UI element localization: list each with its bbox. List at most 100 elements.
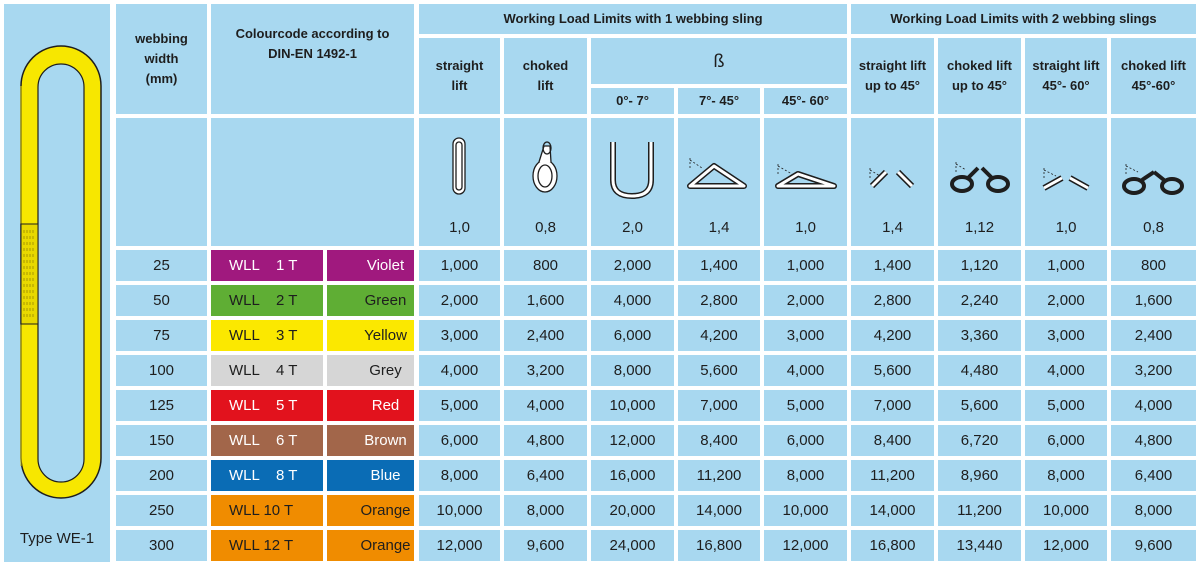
load-value-cell: 5,600 [938,390,1021,421]
load-value-cell: 13,440 [938,530,1021,561]
load-value-cell: 10,000 [1025,495,1107,526]
load-value-cell: 6,720 [938,425,1021,456]
load-value-cell: 2,000 [764,285,847,316]
load-value-cell: 11,200 [938,495,1021,526]
load-value-cell: 12,000 [1025,530,1107,561]
load-value-cell: 4,000 [1111,390,1196,421]
header-wll-two-slings: Working Load Limits with 2 webbing sling… [851,4,1196,34]
load-value-cell: 8,960 [938,460,1021,491]
header-choked-lift: choked lift [504,38,587,114]
load-value-cell: 5,600 [851,355,934,386]
load-value-cell: 24,000 [591,530,674,561]
load-value-cell: 4,000 [591,285,674,316]
load-value-cell: 2,240 [938,285,1021,316]
load-value-cell: 11,200 [851,460,934,491]
load-value-cell: 9,600 [1111,530,1196,561]
webbing-width-cell: 100 [116,355,207,386]
webbing-width-cell: 50 [116,285,207,316]
load-value-cell: 16,800 [851,530,934,561]
header-straight-lift: straight lift [419,38,500,114]
webbing-width-cell: 200 [116,460,207,491]
colour-name-cell: Brown [327,425,414,456]
load-value-cell: 4,000 [419,355,500,386]
load-value-cell: 2,800 [678,285,760,316]
load-value-cell: 1,000 [419,250,500,281]
header-straight-45: straight lift up to 45° [851,38,934,114]
wll-label-cell: WLL 10 T [211,495,323,526]
load-value-cell: 8,000 [764,460,847,491]
load-value-cell: 3,200 [1111,355,1196,386]
load-value-cell: 4,000 [1025,355,1107,386]
load-factor-3: 1,4 [678,118,760,246]
header-angle-0-7: 0°- 7° [591,88,674,114]
load-value-cell: 10,000 [764,495,847,526]
webbing-sling-icon [20,45,102,499]
load-factor-1: 0,8 [504,118,587,246]
header-wll-one-sling: Working Load Limits with 1 webbing sling [419,4,847,34]
load-value-cell: 1,600 [504,285,587,316]
load-value-cell: 3,000 [1025,320,1107,351]
header-webbing-width: webbing width (mm) [116,4,207,114]
load-value-cell: 800 [504,250,587,281]
colour-name-cell: Red [327,390,414,421]
load-value-cell: 9,600 [504,530,587,561]
colour-name-cell: Grey [327,355,414,386]
load-value-cell: 3,000 [419,320,500,351]
colour-name-cell: Violet [327,250,414,281]
load-value-cell: 7,000 [678,390,760,421]
load-factor-5: 1,4 [851,118,934,246]
wll-label-cell: WLL 8 T [211,460,323,491]
load-factor-4: 1,0 [764,118,847,246]
load-value-cell: 12,000 [764,530,847,561]
load-value-cell: 1,120 [938,250,1021,281]
load-value-cell: 3,000 [764,320,847,351]
load-factor-8: 0,8 [1111,118,1196,246]
webbing-width-cell: 300 [116,530,207,561]
wll-label-cell: WLL 1 T [211,250,323,281]
load-value-cell: 3,360 [938,320,1021,351]
load-value-cell: 1,400 [851,250,934,281]
load-value-cell: 2,800 [851,285,934,316]
load-value-cell: 8,000 [1111,495,1196,526]
load-factor-6: 1,12 [938,118,1021,246]
load-value-cell: 3,200 [504,355,587,386]
load-value-cell: 6,400 [1111,460,1196,491]
load-factor-7: 1,0 [1025,118,1107,246]
load-value-cell: 1,600 [1111,285,1196,316]
load-value-cell: 6,400 [504,460,587,491]
load-value-cell: 8,400 [678,425,760,456]
load-value-cell: 10,000 [591,390,674,421]
wll-label-cell: WLL 12 T [211,530,323,561]
header-straight-45-60: straight lift 45°- 60° [1025,38,1107,114]
wll-label-cell: WLL 2 T [211,285,323,316]
webbing-width-cell: 75 [116,320,207,351]
colour-name-cell: Yellow [327,320,414,351]
load-value-cell: 8,000 [1025,460,1107,491]
load-value-cell: 2,000 [1025,285,1107,316]
load-factor-0: 1,0 [419,118,500,246]
header-choked-45-60: choked lift 45°-60° [1111,38,1196,114]
load-value-cell: 10,000 [419,495,500,526]
header-angle-45-60: 45°- 60° [764,88,847,114]
load-factor-2: 2,0 [591,118,674,246]
load-value-cell: 5,000 [1025,390,1107,421]
load-value-cell: 2,400 [1111,320,1196,351]
load-value-cell: 8,400 [851,425,934,456]
wll-label-cell: WLL 4 T [211,355,323,386]
header-choked-45: choked lift up to 45° [938,38,1021,114]
header-angle-7-45: 7°- 45° [678,88,760,114]
sling-image-panel: Type WE-1 [4,4,110,562]
colour-name-cell: Blue [327,460,414,491]
load-value-cell: 12,000 [419,530,500,561]
load-value-cell: 800 [1111,250,1196,281]
type-label: Type WE-1 [19,530,95,547]
load-value-cell: 4,000 [764,355,847,386]
colour-name-cell: Green [327,285,414,316]
load-value-cell: 1,400 [678,250,760,281]
load-value-cell: 14,000 [678,495,760,526]
load-value-cell: 16,000 [591,460,674,491]
webbing-width-cell: 125 [116,390,207,421]
header-beta: ß [591,38,847,84]
webbing-width-cell: 250 [116,495,207,526]
header-colourcode: Colourcode according to DIN-EN 1492-1 [211,4,414,114]
